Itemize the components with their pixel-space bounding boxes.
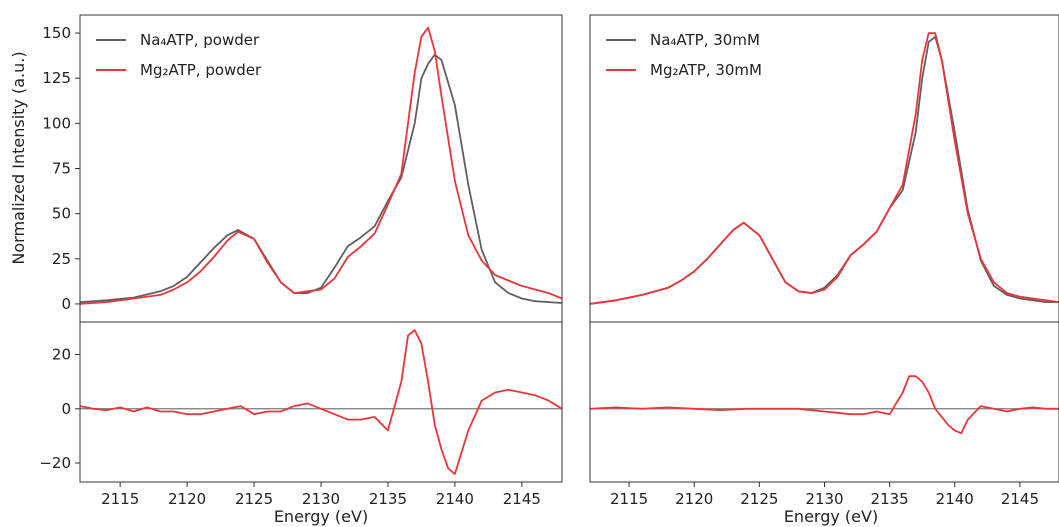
legend-right: Na₄ATP, 30mM Mg₂ATP, 30mM	[606, 31, 762, 79]
legend-label: Na₄ATP, 30mM	[650, 31, 760, 49]
x-tick-label: 2115	[101, 490, 139, 508]
y-tick-label: 125	[42, 69, 71, 87]
y-tick-label: 75	[52, 160, 71, 178]
y-tick-label: 20	[52, 346, 71, 364]
x-tick-label: 2145	[503, 490, 541, 508]
x-tick-label: 2145	[1001, 490, 1039, 508]
x-axis-title-right: Energy (eV)	[784, 507, 878, 526]
x-tick-label: 2125	[740, 490, 778, 508]
series-line	[79, 53, 563, 304]
legend-label: Mg₂ATP, 30mM	[650, 61, 762, 79]
y-tick-label: 0	[61, 295, 71, 313]
bottom-left-difference-panel: −20 0 20 2115 2120 2125 2130 2135 2140 2145	[39, 321, 563, 508]
x-tick-label: 2130	[805, 490, 843, 508]
y-tick-label: 50	[52, 205, 71, 223]
legend-left: Na₄ATP, powder Mg₂ATP, powder	[96, 31, 262, 79]
y-axis-title: Normalized Intensity (a.u.)	[9, 51, 28, 264]
x-tick-label: 2130	[302, 490, 340, 508]
y-tick-label: 0	[61, 400, 71, 418]
legend-label: Mg₂ATP, powder	[140, 61, 262, 79]
x-tick-label: 2120	[675, 490, 713, 508]
x-tick-label: 2115	[610, 490, 648, 508]
plot-frame	[589, 321, 1059, 483]
x-tick-label: 2135	[369, 490, 407, 508]
y-tick-label: 100	[42, 114, 71, 132]
y-tick-label: 25	[52, 250, 71, 268]
plot-frame	[79, 321, 563, 483]
x-tick-label: 2135	[871, 490, 909, 508]
x-tick-label: 2140	[436, 490, 474, 508]
bottom-right-difference-panel: 2115 2120 2125 2130 2135 2140 2145	[589, 321, 1059, 508]
legend-label: Na₄ATP, powder	[140, 31, 260, 49]
y-tick-label: −20	[39, 454, 71, 472]
series-line	[79, 329, 563, 475]
x-tick-label: 2140	[936, 490, 974, 508]
y-tick-label: 150	[42, 24, 71, 42]
series-line	[589, 375, 1059, 435]
series-line	[589, 32, 1059, 305]
series-line	[79, 26, 563, 305]
top-left-spectrum-panel: 0 25 50 75 100 125 150	[42, 14, 563, 323]
x-axis-title-left: Energy (eV)	[274, 507, 368, 526]
x-tick-label: 2125	[235, 490, 273, 508]
x-tick-label: 2120	[168, 490, 206, 508]
